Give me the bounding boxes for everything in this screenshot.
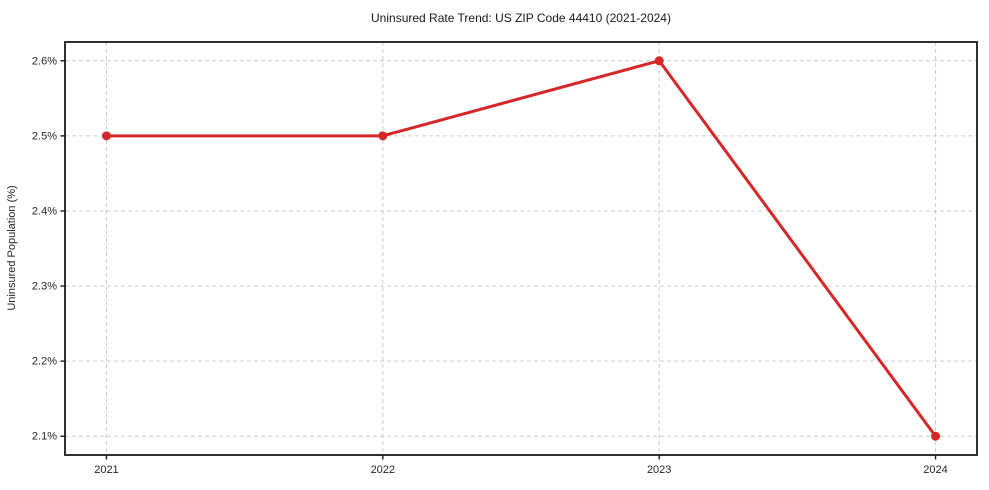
x-tick-label: 2024 (923, 464, 947, 476)
trend-line (104, 59, 938, 438)
y-tick-label: 2.3% (32, 281, 57, 293)
x-tick-label: 2021 (94, 464, 118, 476)
data-point-marker (378, 131, 388, 141)
y-axis-label: Uninsured Population (%) (6, 185, 18, 310)
plot-border (64, 41, 978, 456)
data-point-marker (654, 56, 664, 66)
y-tick-label: 2.5% (32, 130, 57, 142)
gridlines (65, 42, 977, 455)
axis-ticks: 2021 2022 2023 2024 2.1% 2.2% 2.3% 2.4% 2.5% 2.6% (32, 55, 948, 476)
y-tick-label: 2.4% (32, 205, 57, 217)
data-point-marker (101, 131, 111, 141)
x-tick-label: 2022 (371, 464, 395, 476)
data-series (101, 56, 941, 441)
y-tick-label: 2.6% (32, 55, 57, 67)
data-point-marker (931, 431, 941, 441)
chart-title: Uninsured Rate Trend: US ZIP Code 44410 … (371, 11, 671, 25)
y-tick-label: 2.2% (32, 356, 57, 368)
y-tick-label: 2.1% (32, 431, 57, 443)
x-tick-label: 2023 (647, 464, 671, 476)
